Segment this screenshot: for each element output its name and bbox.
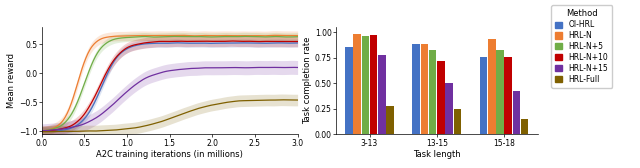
- Legend: OI-HRL, HRL-N, HRL-N+5, HRL-N+10, HRL-N+15, HRL-Full: OI-HRL, HRL-N, HRL-N+5, HRL-N+10, HRL-N+…: [551, 6, 612, 88]
- Bar: [496, 50, 504, 134]
- Bar: [513, 91, 520, 134]
- Bar: [370, 35, 378, 134]
- Y-axis label: Mean reward: Mean reward: [7, 53, 16, 108]
- Bar: [412, 44, 420, 134]
- Bar: [387, 106, 394, 134]
- Bar: [480, 57, 487, 134]
- Bar: [437, 61, 445, 134]
- Bar: [445, 83, 453, 134]
- X-axis label: A2C training iterations (in millions): A2C training iterations (in millions): [96, 150, 243, 159]
- Bar: [521, 119, 529, 134]
- Bar: [420, 44, 428, 134]
- Y-axis label: Task completion rate: Task completion rate: [303, 37, 312, 124]
- X-axis label: Task length: Task length: [413, 150, 461, 159]
- Bar: [362, 36, 369, 134]
- Bar: [488, 39, 495, 134]
- Bar: [353, 34, 361, 134]
- Bar: [454, 109, 461, 134]
- Bar: [429, 50, 436, 134]
- Bar: [345, 47, 353, 134]
- Bar: [378, 55, 386, 134]
- Bar: [504, 57, 512, 134]
